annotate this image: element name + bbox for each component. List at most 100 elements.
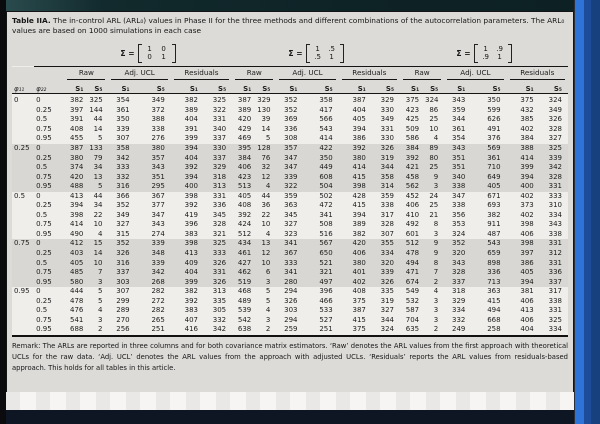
- arl-value: 320: [444, 248, 472, 259]
- phi22-value: 0.75: [34, 172, 65, 183]
- arl-value: 394: [170, 143, 204, 154]
- arl-value: 382: [487, 210, 501, 219]
- arl-value: 338: [548, 296, 562, 305]
- phi11-value: [12, 134, 34, 144]
- col-group-adj-ucl-1: Adj. UCL: [108, 66, 171, 81]
- arl-value: 332: [452, 315, 466, 324]
- arl-value: 326: [203, 277, 233, 288]
- arl-value: 341: [276, 239, 304, 249]
- arl-value: 405: [506, 268, 540, 278]
- s1-header: S₁: [506, 80, 540, 95]
- arl-value: 587: [405, 306, 420, 315]
- phi22-value: 0.25: [34, 153, 65, 164]
- arl-value: 332: [212, 315, 227, 324]
- arl-value: 86: [429, 105, 439, 114]
- arl-value: 331: [212, 115, 227, 124]
- phi11-value: 0.25: [12, 143, 35, 154]
- arl-value: 350: [116, 115, 130, 124]
- arl-value: 335: [380, 287, 395, 296]
- arl-value: 343: [444, 143, 472, 154]
- arl-value: 449: [303, 163, 339, 173]
- arl-value: 420: [237, 115, 252, 124]
- arl-value: 397: [70, 105, 84, 114]
- phi22-value: 0.25: [36, 296, 52, 305]
- arl-value: 25: [425, 163, 445, 173]
- arl-value: 337: [212, 134, 227, 143]
- arl-value: 491: [487, 124, 501, 133]
- arl-value: 409: [170, 258, 204, 269]
- bracket-left-icon: [137, 43, 142, 64]
- arl-value: 408: [70, 124, 84, 133]
- arl-value: 307: [380, 229, 395, 238]
- arl-value: 10: [93, 220, 103, 229]
- arl-value: 512: [400, 239, 426, 249]
- arl-value: 32: [257, 163, 277, 173]
- arl-value: 516: [319, 229, 333, 238]
- arl-value: 566: [319, 115, 333, 124]
- table-row: 0.5 0 413 44 366 367 398 331 405 44 359 502 4…: [12, 192, 568, 202]
- arl-value: 344: [380, 315, 395, 324]
- arl-value: 402: [338, 277, 372, 288]
- phi22-value: 0.75: [36, 315, 52, 324]
- arl-value: 403: [64, 248, 90, 259]
- arl-value: 415: [352, 315, 366, 324]
- arl-value: 327: [284, 220, 298, 229]
- arl-value: 325: [203, 239, 233, 249]
- arl-value: 452: [405, 191, 420, 200]
- phi11-value: [12, 325, 35, 337]
- sigma-matrix-2: Σ = 1 .5 .5 1: [288, 43, 344, 64]
- arl-value: 343: [444, 258, 472, 269]
- arl-value: 357: [276, 143, 304, 154]
- arl-value: 472: [319, 201, 333, 210]
- matrix-values: 1 .5 .5 1: [310, 44, 340, 64]
- arl-value: 25: [429, 201, 439, 210]
- arl-value: 513: [232, 182, 258, 192]
- arl-value: 427: [232, 258, 258, 269]
- arl-value: 353: [452, 220, 466, 229]
- arl-value: 519: [232, 277, 258, 288]
- arl-value: 314: [371, 182, 401, 192]
- arl-value: 462: [232, 268, 258, 278]
- arl-value: 313: [212, 287, 227, 296]
- arl-value: 339: [135, 258, 171, 269]
- arl-value: 5: [98, 296, 103, 305]
- arl-value: 328: [539, 172, 568, 183]
- s1-header: S₁: [338, 80, 372, 95]
- sigma-label: Σ =: [456, 48, 471, 58]
- arl-value: 310: [548, 201, 562, 210]
- arl-value: 392: [338, 143, 372, 154]
- arl-value: 327: [380, 306, 395, 315]
- arl-value: 315: [116, 229, 130, 238]
- arl-value: 361: [471, 153, 507, 164]
- arl-value: 398: [506, 239, 540, 249]
- phi11-value: 0.5: [14, 191, 26, 200]
- arl-value: 375: [338, 325, 372, 337]
- table-row: 0.5 374 34 333 343 392 329 406 32 347 449 414…: [12, 163, 568, 173]
- arl-value: 413: [520, 306, 534, 315]
- arl-value: 466: [319, 296, 333, 305]
- arl-value: 6: [257, 268, 277, 278]
- arl-value: 394: [170, 172, 204, 183]
- arl-value: 387: [64, 143, 90, 154]
- arl-value: 406: [405, 201, 420, 210]
- arl-value: 586: [405, 134, 420, 143]
- arl-value: 8: [425, 258, 445, 269]
- phi11-value: [12, 248, 35, 259]
- phi22-value: 0.95: [34, 277, 65, 288]
- arl-value: 294: [284, 315, 298, 324]
- arl-value: 398: [184, 191, 198, 200]
- arl-value: 532: [405, 296, 420, 305]
- arl-value: 14: [89, 248, 109, 259]
- arl-value: 599: [487, 105, 501, 114]
- arl-value: 512: [237, 229, 252, 238]
- table-row: 0.25 397 144 361 372 389 322 389 130 352 417 …: [12, 106, 568, 116]
- arl-table: Raw Adj. UCL Residuals Raw Adj. UCL Resi…: [12, 66, 568, 337]
- arl-value: 344: [452, 115, 466, 124]
- matrix-cell: 0: [147, 53, 152, 62]
- arl-value: 10: [261, 220, 271, 229]
- window-right-border[interactable]: [574, 0, 600, 424]
- arl-value: 392: [400, 153, 426, 164]
- arl-value: 404: [352, 105, 366, 114]
- arl-value: 650: [303, 248, 339, 259]
- arl-value: 345: [284, 210, 298, 219]
